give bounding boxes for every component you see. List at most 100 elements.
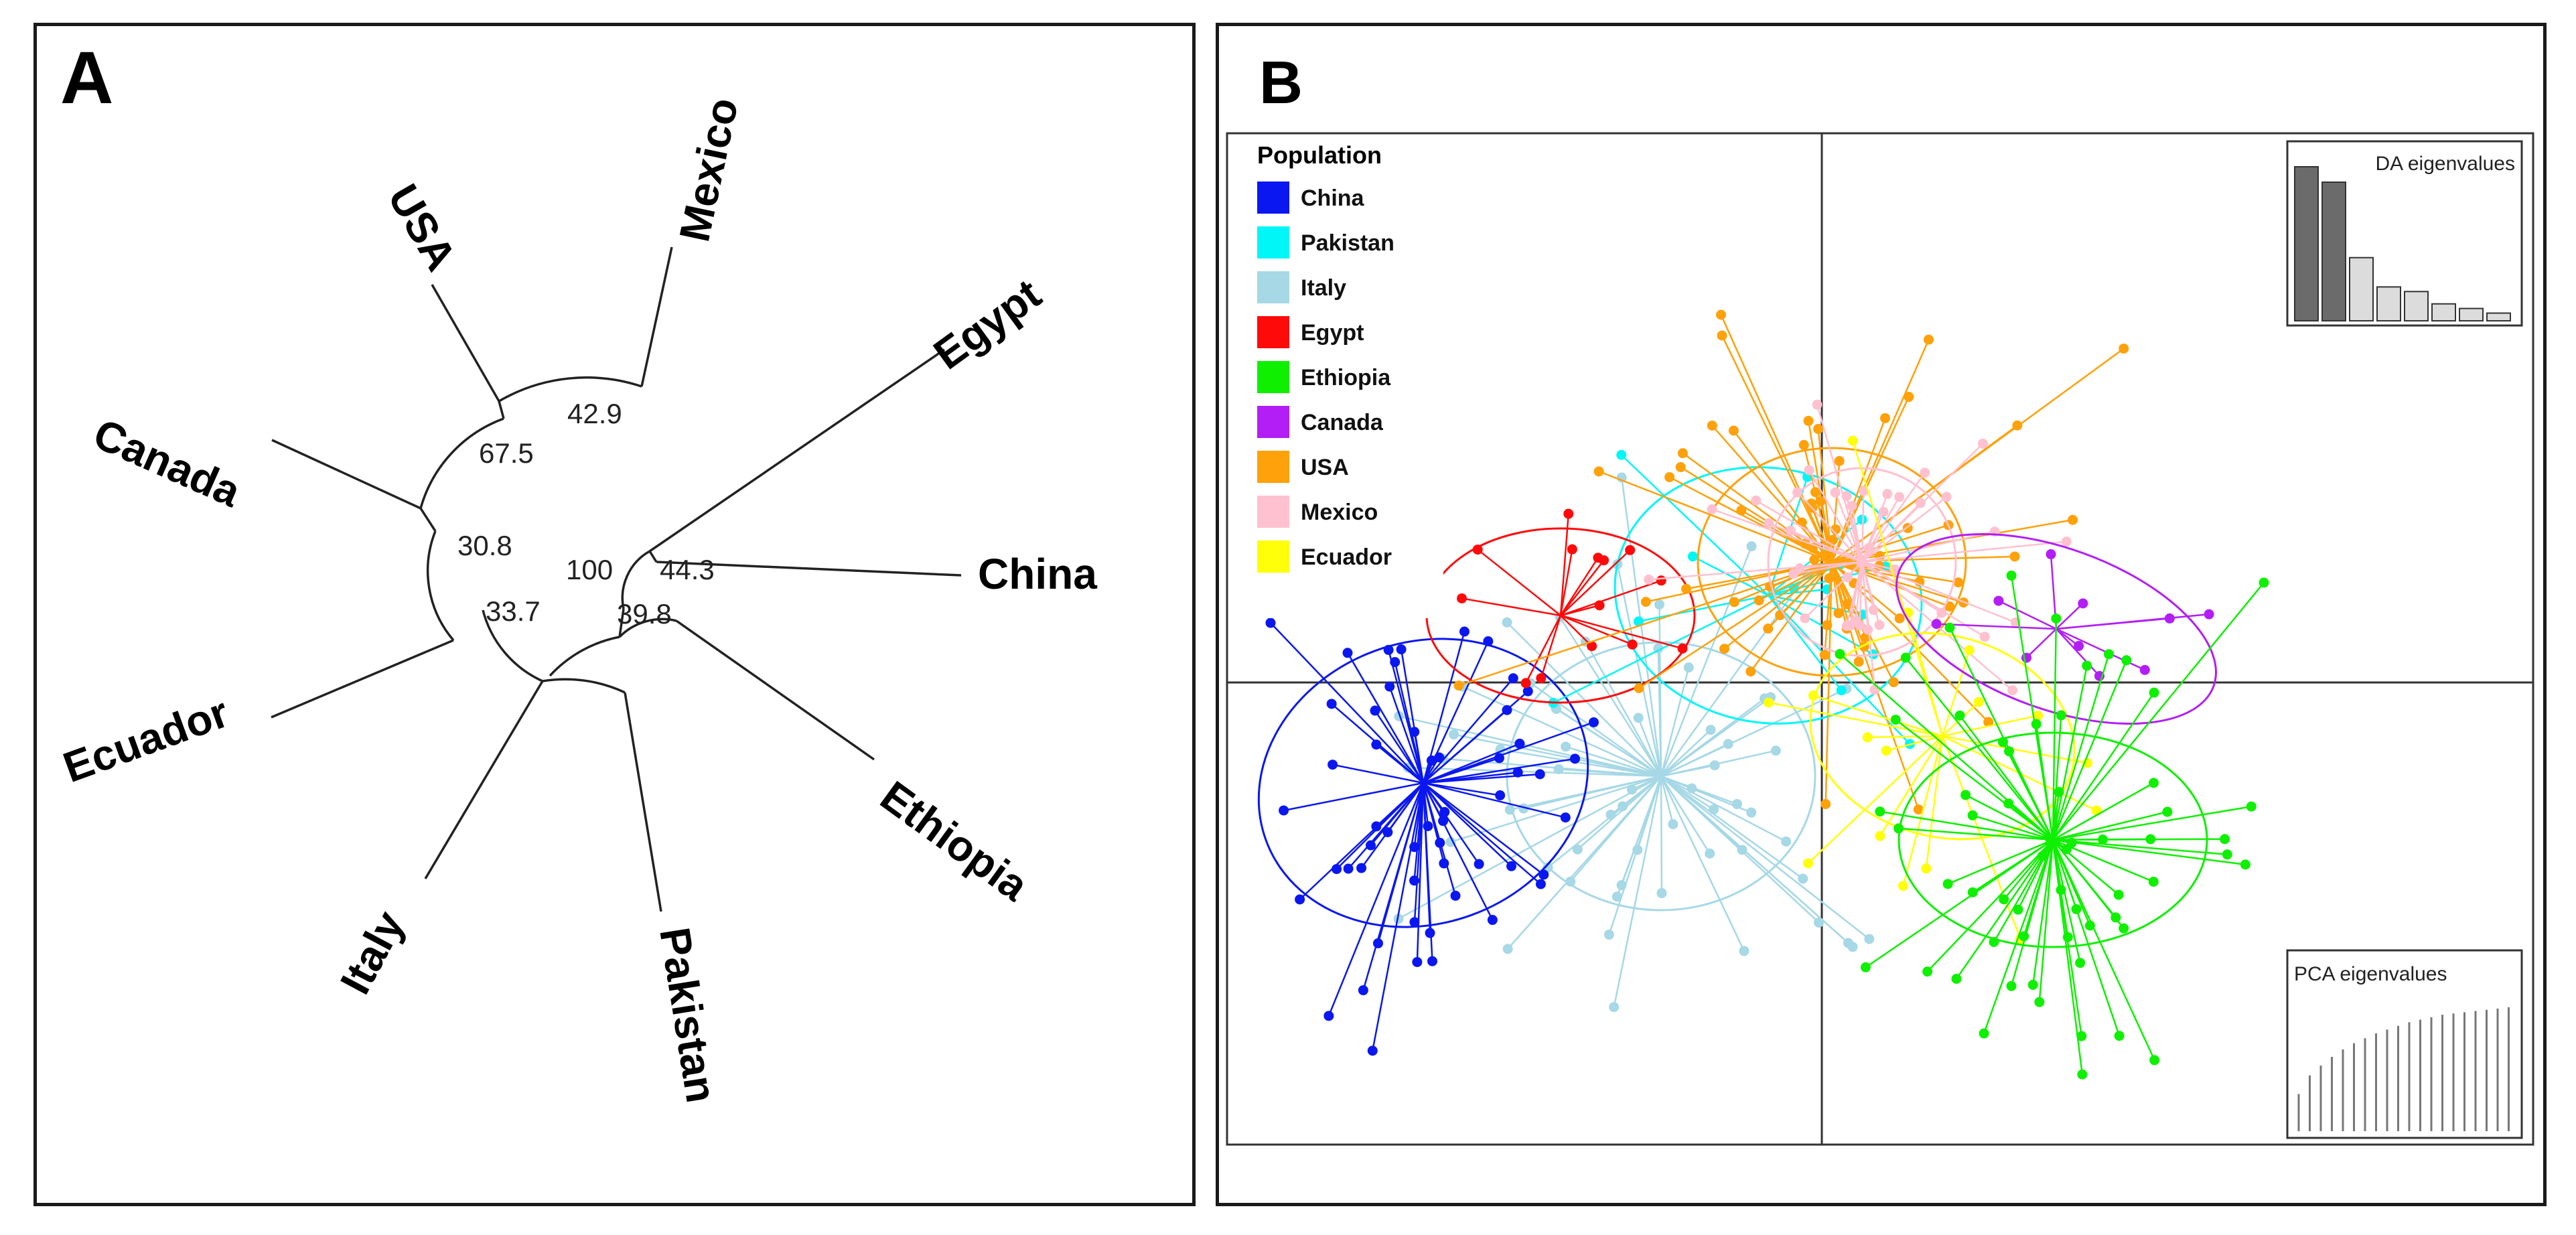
ray-china (1423, 691, 1529, 784)
branch-stem-canada (419, 508, 437, 532)
ray-italy (1660, 776, 1745, 952)
point-mexico (1878, 506, 1889, 517)
point-ethiopia (2097, 834, 2108, 845)
ray-ethiopia (1947, 839, 2054, 885)
ray-ethiopia (2017, 839, 2054, 910)
ray-egypt (1560, 559, 1605, 616)
point-usa (1763, 624, 1774, 634)
ray-pakistan (1768, 594, 1874, 655)
ray-china (1372, 782, 1425, 1051)
ray-italy (1559, 768, 1662, 778)
point-usa (1824, 573, 1835, 583)
ray-ethiopia (2052, 810, 2168, 841)
ray-china (1283, 782, 1424, 812)
ray-ethiopia (2052, 839, 2083, 1037)
ray-usa (1831, 561, 1900, 620)
ray-egypt (1540, 615, 1562, 678)
ray-china (1400, 649, 1425, 784)
ray-ethiopia (1972, 814, 2054, 841)
point-mexico (1920, 467, 1930, 478)
point-ethiopia (1835, 649, 1845, 660)
point-china (1426, 755, 1437, 766)
point-china (1367, 1045, 1378, 1056)
bootstrap-mexico-usa: 42.9 (567, 398, 622, 429)
branch-stem-usa-mexico (498, 401, 505, 419)
legend-label-mexico: Mexico (1301, 500, 1378, 525)
ray-ethiopia (2052, 839, 2081, 963)
point-italy (1683, 662, 1694, 673)
point-china (1427, 956, 1437, 966)
ray-usa (1831, 396, 1910, 563)
point-ethiopia (2075, 958, 2086, 968)
point-china (1474, 859, 1484, 869)
ray-china (1423, 782, 1542, 885)
point-china (1371, 739, 1382, 750)
point-mexico (1936, 607, 1947, 618)
tree-svg: A (57, 37, 1097, 1106)
ray-ethiopia (2052, 839, 2078, 910)
ray-ethiopia (2003, 839, 2054, 900)
group-ethiopia (1835, 570, 2269, 1080)
da-bar-3 (2349, 257, 2374, 322)
point-china (1506, 861, 1516, 871)
point-usa (1664, 471, 1675, 482)
point-italy (1668, 819, 1678, 830)
ray-ethiopia (2052, 839, 2155, 1061)
point-ethiopia (2240, 859, 2250, 870)
point-ethiopia (1890, 715, 1901, 725)
point-ethiopia (2104, 649, 2115, 660)
ray-ethiopia (2032, 839, 2054, 985)
legend-label-canada: Canada (1301, 410, 1384, 435)
point-ethiopia (2113, 889, 2124, 900)
point-mexico (1812, 399, 1822, 410)
legend-swatch-egypt (1257, 316, 1289, 348)
branch-arc-lower-left (482, 609, 543, 682)
ray-china (1422, 782, 1431, 934)
legend-swatch-ecuador (1257, 540, 1289, 573)
ray-italy (1616, 776, 1662, 897)
ray-ethiopia (2052, 660, 2127, 841)
ray-ecuador (1807, 735, 1943, 865)
ray-usa (1749, 561, 1833, 672)
point-usa (1707, 420, 1717, 431)
point-ethiopia (2006, 570, 2017, 581)
point-ethiopia (2246, 801, 2257, 812)
point-italy (1798, 873, 1808, 884)
ray-ecuador (1879, 735, 1944, 837)
branch-arc-ethiopia (618, 618, 677, 638)
ray-mexico (1804, 561, 1863, 619)
ray-italy (1660, 776, 1674, 824)
point-italy (1612, 891, 1622, 902)
ray-pakistan (1768, 594, 1863, 615)
ray-china (1422, 782, 1444, 822)
point-usa (1944, 601, 1955, 612)
ray-canada (2025, 628, 2057, 658)
ray-mexico (1861, 443, 1984, 563)
point-mexico (1751, 495, 1762, 506)
leaf-mexico: Mexico (670, 94, 747, 246)
ray-mexico (1834, 492, 1863, 563)
point-italy (1603, 930, 1614, 940)
legend-label-egypt: Egypt (1301, 320, 1364, 346)
point-ethiopia (2259, 577, 2269, 588)
ray-pakistan (1692, 555, 1769, 597)
ray-mexico (1861, 471, 1926, 563)
panel-b-letter: B (1259, 50, 1303, 117)
panel-a-letter: A (60, 37, 113, 119)
point-italy (1502, 617, 1512, 628)
ray-egypt (1560, 615, 1593, 647)
point-ethiopia (2034, 997, 2045, 1007)
point-ethiopia (1967, 810, 1978, 820)
legend-swatch-mexico (1257, 496, 1289, 528)
point-ethiopia (2062, 844, 2072, 855)
point-ethiopia (2082, 660, 2092, 671)
point-usa (1754, 595, 1764, 605)
ray-ethiopia (1983, 839, 2054, 1034)
point-china (1450, 890, 1461, 901)
scatter-groups (1257, 309, 2269, 1080)
point-china (1534, 769, 1545, 780)
bootstrap-china-egypt: 44.3 (660, 554, 715, 585)
group-italy (1393, 472, 1875, 1013)
ray-italy (1610, 776, 1662, 816)
point-mexico (1792, 487, 1803, 498)
